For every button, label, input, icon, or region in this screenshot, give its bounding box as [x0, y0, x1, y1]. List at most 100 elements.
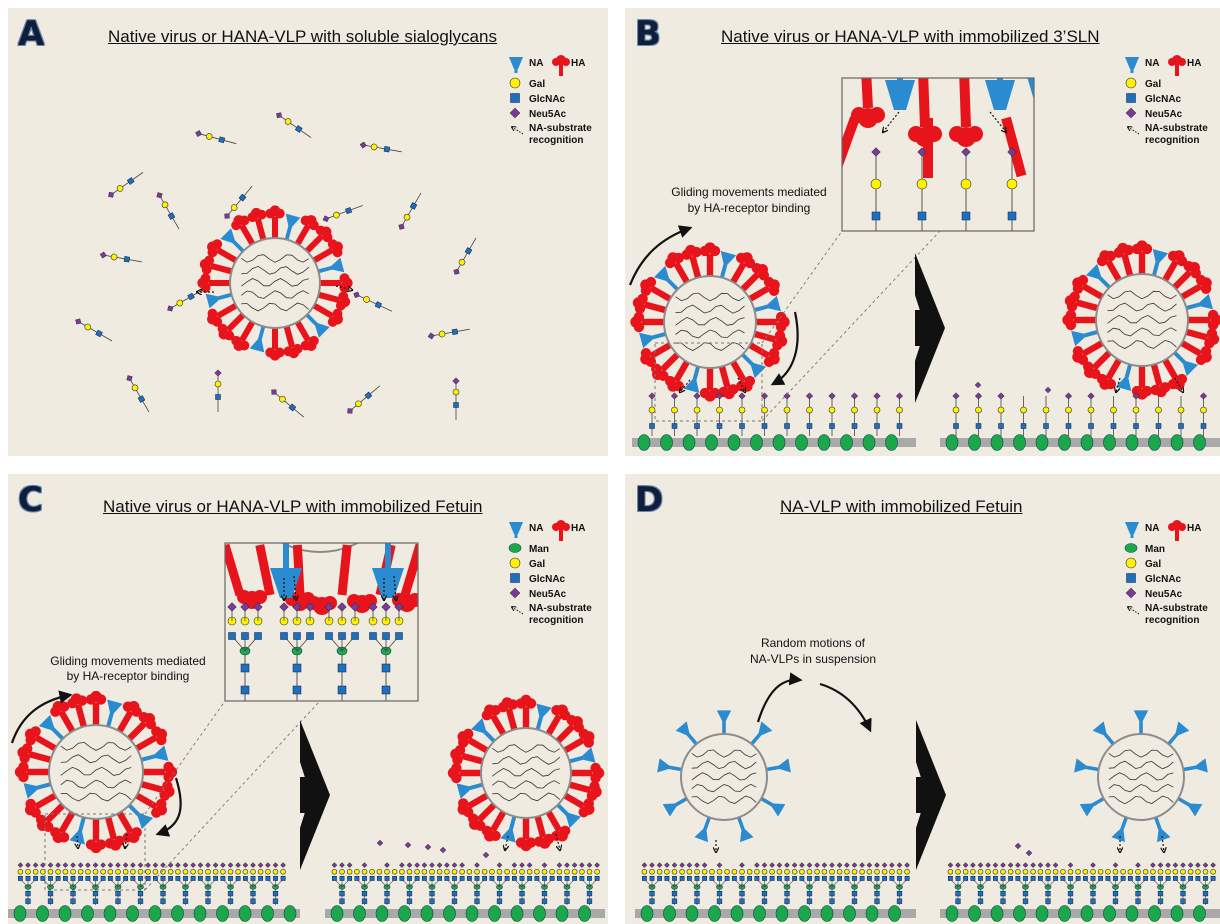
- glcnac-symbol: [542, 876, 547, 881]
- ha-spike-stem: [1091, 348, 1114, 371]
- ha-spike-stem: [27, 750, 54, 764]
- gal-symbol: [1135, 868, 1141, 875]
- virus-envelope: [229, 237, 321, 329]
- ha-spike-stem: [239, 223, 257, 248]
- neu5ac-symbol: [414, 862, 420, 868]
- man-symbol: [730, 905, 744, 922]
- neu5ac-symbol: [1000, 862, 1006, 868]
- glcnac-symbol: [451, 328, 459, 335]
- ha-spike-stem: [141, 768, 166, 776]
- ha-spike-head: [1207, 319, 1219, 331]
- fetuin-glycan: [992, 862, 1014, 905]
- man-symbol: [637, 434, 651, 451]
- genome-strand: [1108, 749, 1174, 758]
- gal-symbol: [783, 406, 791, 414]
- fetuin-glycan: [152, 862, 174, 905]
- gal-symbol: [205, 868, 211, 875]
- neu5ac-symbol: [353, 291, 360, 299]
- gal-symbol: [556, 868, 563, 875]
- glcnac-symbol: [955, 890, 961, 897]
- neu5ac-symbol: [453, 268, 460, 275]
- ha-spike-head: [481, 710, 493, 721]
- glcnac-symbol: [519, 898, 525, 904]
- ha-spike-head: [590, 772, 601, 784]
- neu5ac-symbol: [579, 862, 585, 868]
- gal-symbol: [1022, 868, 1029, 875]
- legend-ha-icon: [552, 523, 560, 531]
- inset-ha-head: [408, 593, 418, 607]
- gal-symbol: [47, 868, 54, 875]
- gal-symbol: [1157, 868, 1164, 875]
- gal-symbol: [1165, 868, 1171, 875]
- gal-symbol: [1020, 406, 1027, 414]
- glcnac-symbol: [587, 876, 592, 881]
- na-spike: [1181, 758, 1208, 773]
- na-spike: [69, 814, 87, 845]
- ha-spike-head: [138, 711, 149, 723]
- na-spike: [1111, 814, 1129, 843]
- glcnac-symbol: [1180, 876, 1186, 881]
- gal-symbol: [1195, 868, 1201, 875]
- ha-spike-stem: [1105, 259, 1123, 284]
- ha-spike-stem: [544, 713, 563, 738]
- legend-ha-icon: [1178, 58, 1186, 66]
- glcnac-symbol: [1133, 423, 1139, 429]
- glcnac-symbol: [70, 890, 76, 897]
- immobilized-3sln: [1042, 396, 1050, 436]
- neu5ac-symbol: [1150, 862, 1156, 868]
- glcnac-symbol: [407, 876, 412, 881]
- glcnac-symbol: [364, 391, 373, 400]
- immobilized-3sln: [974, 392, 983, 436]
- surface-slab: [940, 909, 1220, 918]
- gal-symbol: [889, 868, 895, 875]
- na-spike: [1085, 263, 1113, 291]
- ha-spike-stem: [459, 769, 483, 777]
- neu5ac-symbol: [850, 392, 859, 400]
- glcnac-symbol: [1088, 423, 1094, 429]
- neu5ac-symbol: [1202, 862, 1209, 868]
- fetuin-glycan: [1037, 862, 1059, 905]
- glcnac-symbol: [564, 898, 570, 904]
- gal-symbol: [896, 406, 903, 414]
- na-spike: [1079, 795, 1107, 817]
- gal-symbol: [709, 868, 715, 875]
- surface-panel-b-left: [632, 434, 916, 451]
- neu5ac-symbol: [997, 392, 1005, 400]
- neu5ac-symbol: [384, 862, 390, 868]
- glcnac-symbol: [205, 898, 211, 904]
- na-spike: [304, 312, 330, 338]
- gal-symbol: [1052, 868, 1059, 875]
- ha-spike-stem: [133, 791, 158, 810]
- gal-symbol: [220, 868, 226, 875]
- inset-na: [885, 80, 915, 110]
- ha-spike-head: [58, 701, 70, 712]
- glcnac-symbol: [451, 890, 458, 897]
- legend-neu5ac-label: Neu5Ac: [1145, 589, 1183, 600]
- na-spike: [220, 228, 246, 254]
- gal-symbol: [859, 868, 865, 875]
- legend-na-stem: [1130, 532, 1134, 538]
- ha-spike-head: [256, 209, 267, 220]
- ha-spike-head: [490, 830, 501, 841]
- man-symbol: [81, 905, 94, 922]
- glcnac-symbol: [384, 898, 390, 904]
- ha-spike-head: [763, 356, 775, 368]
- gal-symbol: [648, 406, 656, 414]
- neu5ac-symbol: [715, 392, 724, 400]
- gal-symbol: [1110, 406, 1117, 414]
- glcnac-symbol: [1158, 876, 1163, 881]
- gal-symbol: [205, 133, 213, 140]
- glcnac-symbol: [406, 898, 413, 904]
- glcnac-symbol: [265, 876, 271, 881]
- gal-symbol: [122, 868, 129, 875]
- genome-strand: [1107, 290, 1177, 300]
- glcnac-symbol: [694, 423, 700, 429]
- ha-spike-head: [122, 701, 134, 712]
- gliding-label-c: by HA-receptor binding: [67, 669, 190, 683]
- glcnac-symbol: [541, 890, 548, 897]
- gal-symbol: [701, 868, 708, 875]
- ha-spike-head: [43, 821, 54, 833]
- glcnac-symbol: [95, 329, 103, 338]
- ha-spike-head: [559, 825, 571, 836]
- man-symbol: [283, 905, 297, 922]
